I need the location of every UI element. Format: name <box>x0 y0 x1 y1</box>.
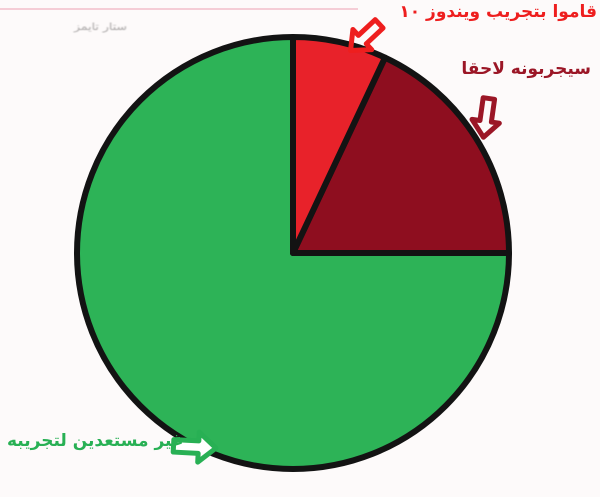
label-tried-windows10: قاموا بتجريب ويندوز ١٠ <box>399 2 597 22</box>
label-not-ready-to-try: غير مستعدين لتجريبه <box>7 431 184 451</box>
arrow-to-green-slice-icon <box>173 431 217 463</box>
pie-slice-0 <box>290 34 388 256</box>
label-will-try-later: سيجربونه لاحقا <box>461 59 591 79</box>
top-pink-line <box>0 8 358 10</box>
watermark: ستار تايمز <box>74 22 127 33</box>
pie-slice-1 <box>290 54 512 256</box>
arrow-to-darkred-slice-icon <box>470 97 503 140</box>
arrow-to-red-slice-icon <box>341 14 388 61</box>
